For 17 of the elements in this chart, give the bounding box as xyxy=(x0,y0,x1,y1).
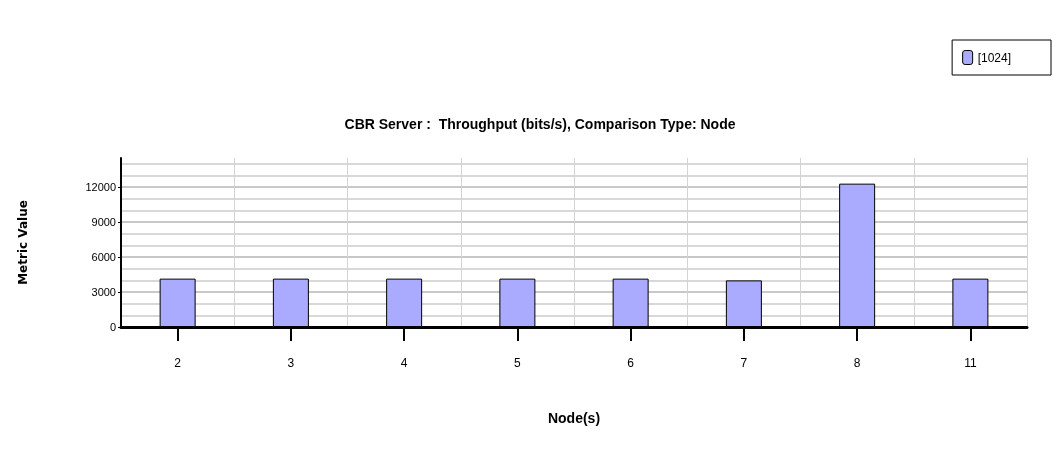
x-tick-label: 7 xyxy=(740,356,748,370)
x-tick-label: 11 xyxy=(964,356,977,370)
y-tick-label: 9000 xyxy=(91,216,116,229)
legend-label: [1024] xyxy=(977,50,1012,65)
x-tick-label: 2 xyxy=(174,356,182,370)
chart-title: CBR Server : Throughput (bits/s), Comparison Type: Node xyxy=(344,116,736,132)
x-tick-label: 4 xyxy=(400,356,408,370)
x-tick-label: 8 xyxy=(853,356,861,370)
y-tick-label: 3000 xyxy=(91,286,116,299)
x-tick-label: 3 xyxy=(287,356,295,370)
x-axis-title: Node(s) xyxy=(547,410,601,426)
y-tick-label: 6000 xyxy=(91,251,116,264)
y-tick-label: 12000 xyxy=(85,181,116,194)
y-axis-title: Metric Value xyxy=(16,200,30,285)
x-tick-label: 5 xyxy=(514,356,522,370)
x-tick-label: 6 xyxy=(627,356,635,370)
y-tick-label: 0 xyxy=(109,321,116,333)
